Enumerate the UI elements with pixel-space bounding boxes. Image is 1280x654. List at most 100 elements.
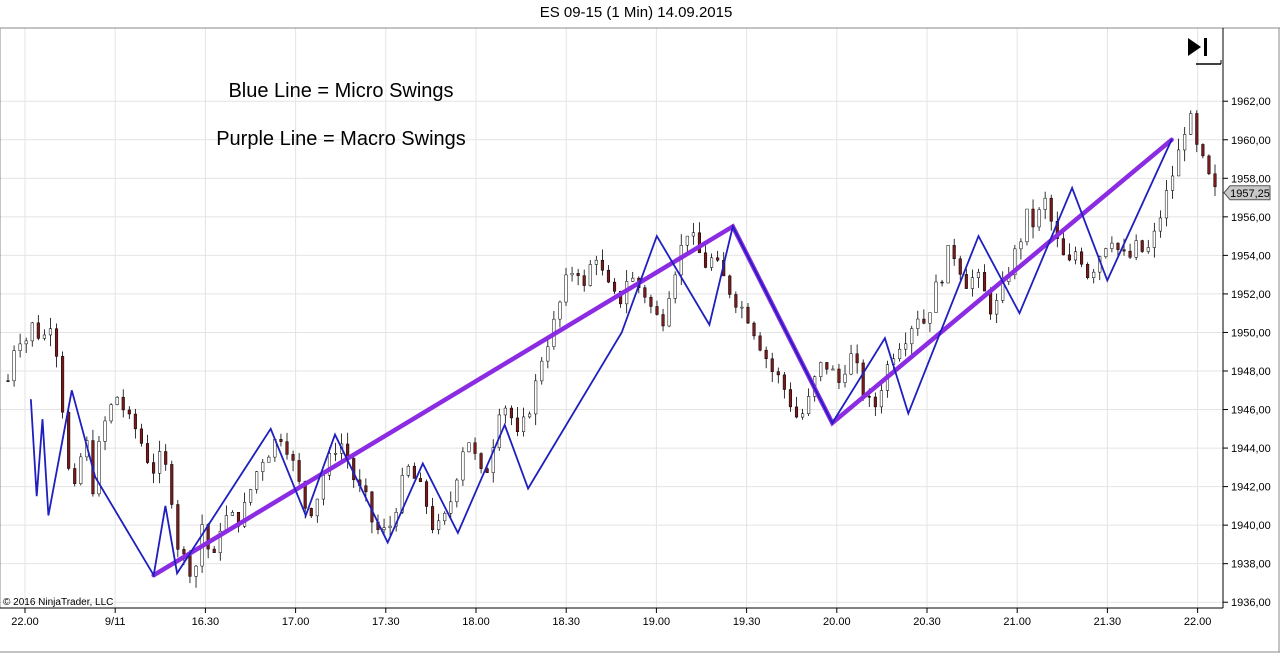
candle-body xyxy=(825,362,829,370)
last-price-marker: 1957,25 xyxy=(1223,185,1271,201)
candle-body xyxy=(782,374,786,390)
x-tick-label: 9/11 xyxy=(105,616,126,628)
y-tick-label: 1944,00 xyxy=(1231,443,1271,455)
candle-body xyxy=(285,441,289,455)
candle-body xyxy=(1146,247,1150,252)
candle-body xyxy=(1158,217,1162,232)
candle-body xyxy=(1183,134,1187,151)
candle-body xyxy=(279,439,283,442)
candle-body xyxy=(1092,271,1096,278)
x-axis-ticks: 22.00 9/11 16.30 17.00 17.30 18.00 18.30 19.00 1… xyxy=(11,608,1211,628)
candle-body xyxy=(922,318,926,324)
candle-body xyxy=(1067,254,1071,261)
candle-body xyxy=(710,257,714,268)
candle-body xyxy=(734,294,738,308)
candle-body xyxy=(1061,238,1065,256)
candle-body xyxy=(612,281,617,292)
candle-body xyxy=(1177,149,1181,177)
x-tick-label: 21.30 xyxy=(1094,616,1122,628)
candle-body xyxy=(740,306,744,309)
candle-body xyxy=(546,346,550,362)
candle-body xyxy=(746,306,750,324)
candle-body xyxy=(522,416,526,432)
candle-body xyxy=(182,549,186,555)
x-tick-label: 18.30 xyxy=(552,616,580,628)
candle-body xyxy=(412,465,416,479)
candle-body xyxy=(194,565,198,577)
macro-swing-line xyxy=(151,137,1174,578)
candle-body xyxy=(437,520,441,531)
candle-body xyxy=(703,252,708,268)
candle-body xyxy=(158,451,162,474)
candle-body xyxy=(1189,113,1193,135)
candle-body xyxy=(661,314,665,327)
candle-body xyxy=(958,258,962,275)
candle-body xyxy=(807,396,811,414)
candle-body xyxy=(127,409,131,415)
candle-body xyxy=(509,407,513,419)
y-tick-label: 1938,00 xyxy=(1231,559,1271,571)
candle-body xyxy=(418,478,422,482)
candle-body xyxy=(528,413,532,418)
candle-body xyxy=(649,296,653,307)
candle-body xyxy=(1201,144,1205,157)
candle-body xyxy=(1073,251,1078,261)
candle-body xyxy=(928,312,932,324)
candle-body xyxy=(18,343,22,351)
candle-body xyxy=(249,489,253,503)
candle-body xyxy=(152,462,156,474)
candle-body xyxy=(1140,240,1144,252)
candle-body xyxy=(455,479,459,503)
micro-swing-annotation: Blue Line = Micro Swings xyxy=(228,80,453,102)
candle-body xyxy=(534,380,538,415)
candle-body xyxy=(1104,248,1108,258)
candle-body xyxy=(1037,209,1041,228)
y-tick-label: 1942,00 xyxy=(1231,482,1271,494)
candle-body xyxy=(1134,240,1138,258)
candle-body xyxy=(503,407,507,416)
x-tick-label: 22.00 xyxy=(11,616,39,628)
candle-body xyxy=(230,512,234,516)
candle-body xyxy=(600,259,604,271)
x-tick-label: 20.30 xyxy=(913,616,941,628)
candle-body xyxy=(758,335,762,351)
y-tick-label: 1936,00 xyxy=(1231,597,1271,609)
candle-body xyxy=(36,322,40,339)
candle-body xyxy=(606,269,611,283)
candle-body xyxy=(691,232,695,237)
candle-body xyxy=(115,396,119,405)
candle-body xyxy=(309,508,313,517)
candle-body xyxy=(491,447,495,473)
candle-body xyxy=(673,274,677,299)
candle-body xyxy=(898,348,902,360)
candle-body xyxy=(382,527,386,530)
candle-body xyxy=(964,274,968,289)
x-tick-label: 21.00 xyxy=(1003,616,1031,628)
candle-body xyxy=(267,456,271,463)
candle-body xyxy=(42,334,46,339)
candle-body xyxy=(564,274,568,303)
candle-body xyxy=(1170,175,1175,191)
candle-body xyxy=(764,349,768,359)
candle-body xyxy=(170,464,174,505)
candle-body xyxy=(794,406,799,418)
candle-body xyxy=(776,371,780,376)
micro-swing-line xyxy=(30,138,1173,578)
candle-body xyxy=(1128,250,1132,258)
skip-to-end-icon[interactable] xyxy=(1188,38,1207,56)
candle-body xyxy=(406,465,410,476)
candle-body xyxy=(242,502,247,527)
y-tick-label: 1956,00 xyxy=(1231,212,1271,224)
candle-body xyxy=(61,356,65,413)
candle-body xyxy=(631,277,635,282)
candle-body xyxy=(121,396,125,411)
candle-body xyxy=(655,306,659,315)
candle-body xyxy=(916,318,920,329)
candle-body xyxy=(67,411,71,469)
candle-body xyxy=(1207,155,1211,175)
candle-body xyxy=(1122,249,1126,252)
candle-body xyxy=(952,245,956,259)
candle-body xyxy=(1086,263,1090,278)
x-tick-label: 18.00 xyxy=(462,616,490,628)
